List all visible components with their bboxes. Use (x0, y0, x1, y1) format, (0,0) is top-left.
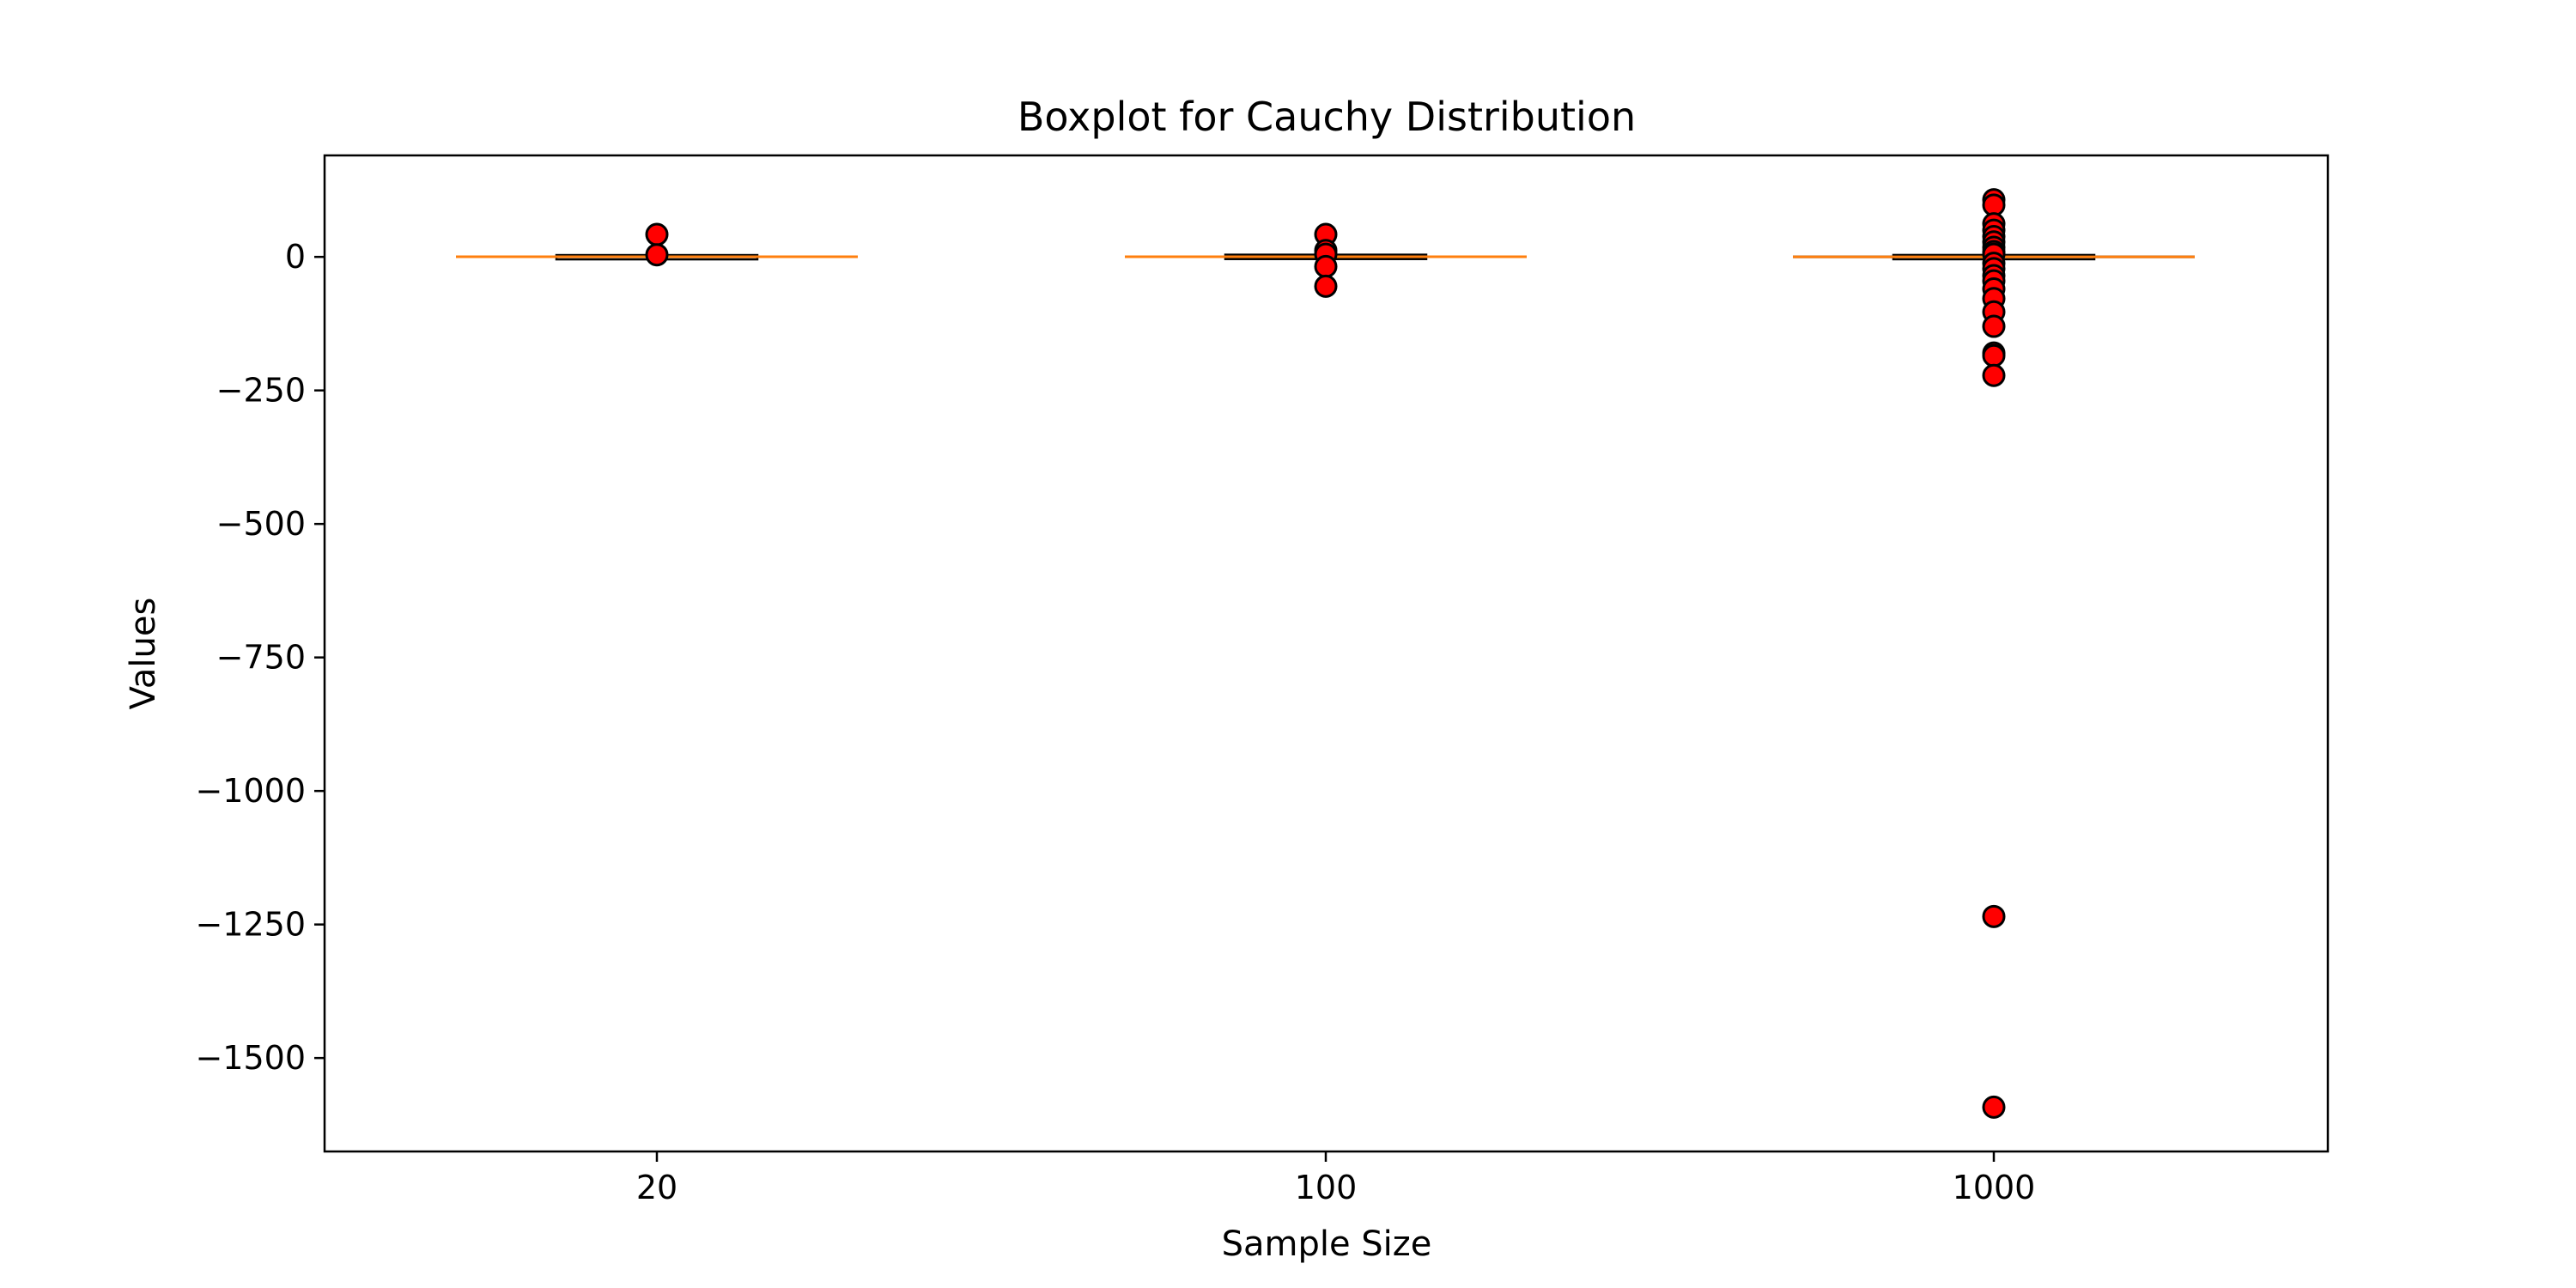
box-series (456, 188, 2195, 1119)
outlier-point (1982, 1095, 2006, 1119)
outlier-point (1982, 904, 2006, 928)
outlier-point (645, 222, 669, 246)
x-tick-label: 100 (1295, 1169, 1358, 1206)
y-tick-label: −1500 (195, 1039, 306, 1077)
y-tick-label: −1000 (195, 772, 306, 810)
y-axis: 0 −250 −500 −750 −1000 −1250 −1500 (195, 238, 325, 1077)
outlier-point (1982, 343, 2006, 368)
y-axis-label: Values (124, 598, 163, 710)
outlier-point (1314, 254, 1338, 278)
y-tick-label: −750 (216, 639, 306, 677)
outlier-point (1982, 363, 2006, 387)
outlier-point (1982, 314, 2006, 338)
box-group (1793, 188, 2195, 1119)
y-tick-label: −250 (216, 372, 306, 410)
x-axis-label: Sample Size (1222, 1224, 1432, 1264)
chart-title: Boxplot for Cauchy Distribution (1018, 94, 1636, 140)
y-tick-label: −500 (216, 505, 306, 543)
x-tick-label: 20 (636, 1169, 677, 1206)
plot-area-frame (323, 154, 2330, 1153)
box-group (1125, 222, 1527, 298)
box-group (456, 222, 858, 267)
x-axis: 20 100 1000 (636, 1151, 2036, 1206)
y-tick-label: 0 (285, 238, 306, 276)
x-tick-label: 1000 (1953, 1169, 2036, 1206)
y-tick-label: −1250 (195, 906, 306, 944)
outlier-point (1314, 274, 1338, 298)
outlier-point (645, 243, 669, 267)
